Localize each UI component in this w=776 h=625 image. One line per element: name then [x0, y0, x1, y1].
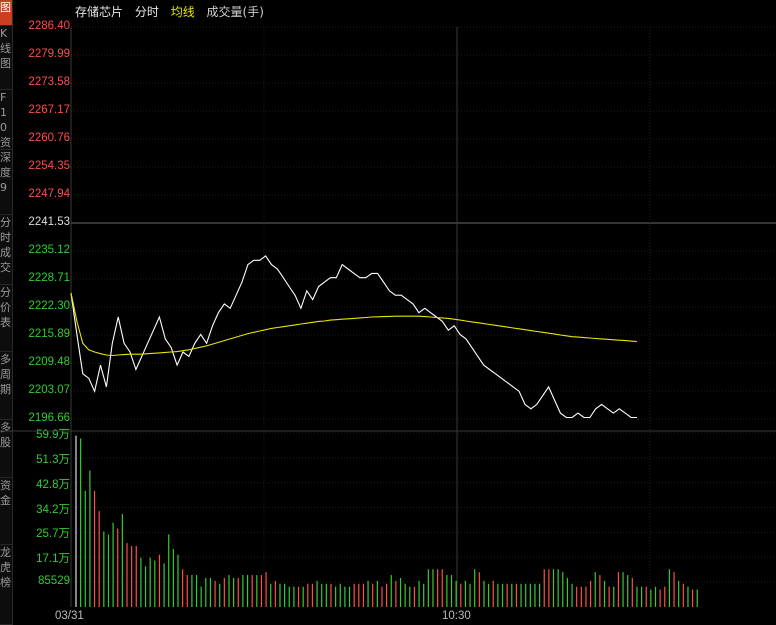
chart-header: 存储芯片 分时 均线 成交量(手) [75, 3, 272, 21]
sidebar-item-7[interactable]: 多股 [0, 420, 12, 478]
price-tick-label: 2254.35 [28, 160, 70, 172]
volume-tick-label: 59.9万 [36, 429, 70, 441]
sidebar-item-1[interactable]: K线图 [0, 26, 12, 90]
price-tick-label: 2247.94 [28, 188, 70, 200]
price-tick-label: 2260.76 [28, 132, 70, 144]
time-tick-label: 10:30 [442, 610, 471, 622]
time-tick-label: 03/31 [55, 610, 84, 622]
price-tick-label: 2273.58 [28, 76, 70, 88]
volume-tick-label: 25.7万 [36, 528, 70, 541]
stock-name[interactable]: 存储芯片 [75, 5, 124, 19]
price-tick-label: 2279.99 [28, 48, 70, 60]
sidebar-item-0[interactable]: 图 [0, 0, 12, 26]
price-tick-label: 2267.17 [28, 104, 70, 116]
average-line [70, 292, 638, 357]
price-tick-label: 2286.40 [28, 20, 70, 32]
volume-tick-label: 42.8万 [36, 478, 70, 491]
ma-label[interactable]: 均线 [170, 5, 195, 19]
sidebar-item-2[interactable]: F10资料 [0, 91, 12, 150]
price-tick-label: 2222.30 [28, 300, 70, 312]
volume-tick-label: 17.1万 [36, 553, 70, 566]
volume-label: 成交量(手) [206, 5, 264, 19]
volume-tick-label: 51.3万 [36, 453, 70, 466]
sidebar-item-8[interactable]: 资金 [0, 478, 12, 545]
volume-tick-label: 34.2万 [36, 503, 70, 516]
mode-label[interactable]: 分时 [134, 5, 159, 19]
price-tick-label: 2241.53 [28, 216, 70, 228]
price-line [70, 255, 637, 419]
sidebar-item-5[interactable]: 分价表 [0, 285, 12, 352]
sidebar: 图K线图F10资料深度9分时成交分价表多周期多股资金龙虎榜 [0, 0, 13, 625]
sidebar-item-4[interactable]: 分时成交 [0, 215, 12, 285]
price-tick-label: 2209.48 [28, 356, 70, 368]
volume-tick-label: 85529 [38, 575, 70, 587]
price-tick-label: 2228.71 [28, 272, 70, 284]
sidebar-item-6[interactable]: 多周期 [0, 352, 12, 420]
price-tick-label: 2196.66 [28, 412, 70, 424]
price-tick-label: 2235.12 [28, 244, 70, 256]
price-tick-label: 2215.89 [28, 328, 70, 340]
sidebar-item-3[interactable]: 深度9 [0, 150, 12, 215]
price-tick-label: 2203.07 [28, 384, 70, 396]
